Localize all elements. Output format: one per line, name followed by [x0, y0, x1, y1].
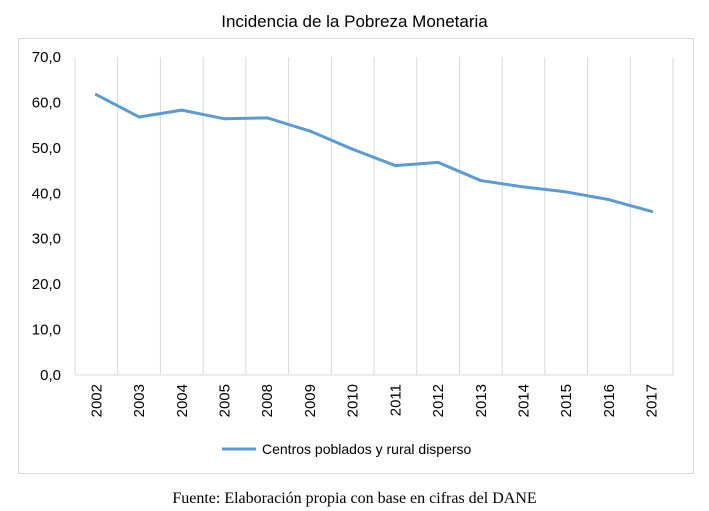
- y-tick-label: 30,0: [32, 231, 61, 248]
- source-note: Fuente: Elaboración propia con base en c…: [172, 490, 537, 507]
- x-tick-label: 2008: [259, 384, 276, 417]
- y-tick-label: 20,0: [32, 276, 61, 293]
- data-point: [94, 93, 98, 97]
- chart-frame: [18, 38, 694, 474]
- data-point: [522, 185, 525, 189]
- y-tick-label: 70,0: [32, 49, 61, 66]
- data-point: [137, 115, 141, 119]
- x-tick-label: 2017: [644, 384, 661, 417]
- series-line: [94, 93, 654, 213]
- y-tick-label: 10,0: [32, 322, 61, 339]
- data-point: [607, 198, 611, 202]
- x-tick-label: 2010: [345, 384, 362, 417]
- data-point: [265, 116, 269, 120]
- x-tick-label: 2015: [558, 384, 575, 417]
- x-tick-label: 2014: [516, 384, 533, 417]
- x-tick-label: 2013: [473, 384, 490, 417]
- data-point: [564, 190, 568, 194]
- chart-title: Incidencia de la Pobreza Monetaria: [221, 12, 488, 31]
- y-tick-label: 40,0: [32, 185, 61, 202]
- x-tick-label: 2009: [302, 384, 319, 417]
- data-point: [393, 164, 397, 168]
- data-point: [351, 147, 355, 151]
- data-point: [479, 179, 483, 183]
- legend-label: Centros poblados y rural disperso: [262, 441, 472, 457]
- x-tick-label: 2012: [430, 384, 447, 417]
- y-tick-label: 0,0: [40, 367, 61, 384]
- x-tick-label: 2016: [601, 384, 618, 417]
- data-point: [650, 209, 654, 213]
- data-point: [308, 129, 312, 133]
- line-chart: 0,0 10,0 20,0 30,0 40,0 50,0 60,0 70,0 2002 2003 2…: [32, 49, 674, 457]
- data-point: [223, 117, 226, 121]
- data-point: [180, 108, 184, 112]
- x-tick-label: 2011: [387, 384, 404, 416]
- y-tick-label: 50,0: [32, 140, 61, 157]
- y-tick-label: 60,0: [32, 94, 61, 111]
- x-tick-label: 2005: [217, 384, 234, 417]
- x-tick-label: 2003: [131, 384, 148, 417]
- x-tick-label: 2002: [88, 384, 105, 417]
- data-point: [436, 160, 440, 164]
- x-tick-label: 2004: [174, 384, 191, 417]
